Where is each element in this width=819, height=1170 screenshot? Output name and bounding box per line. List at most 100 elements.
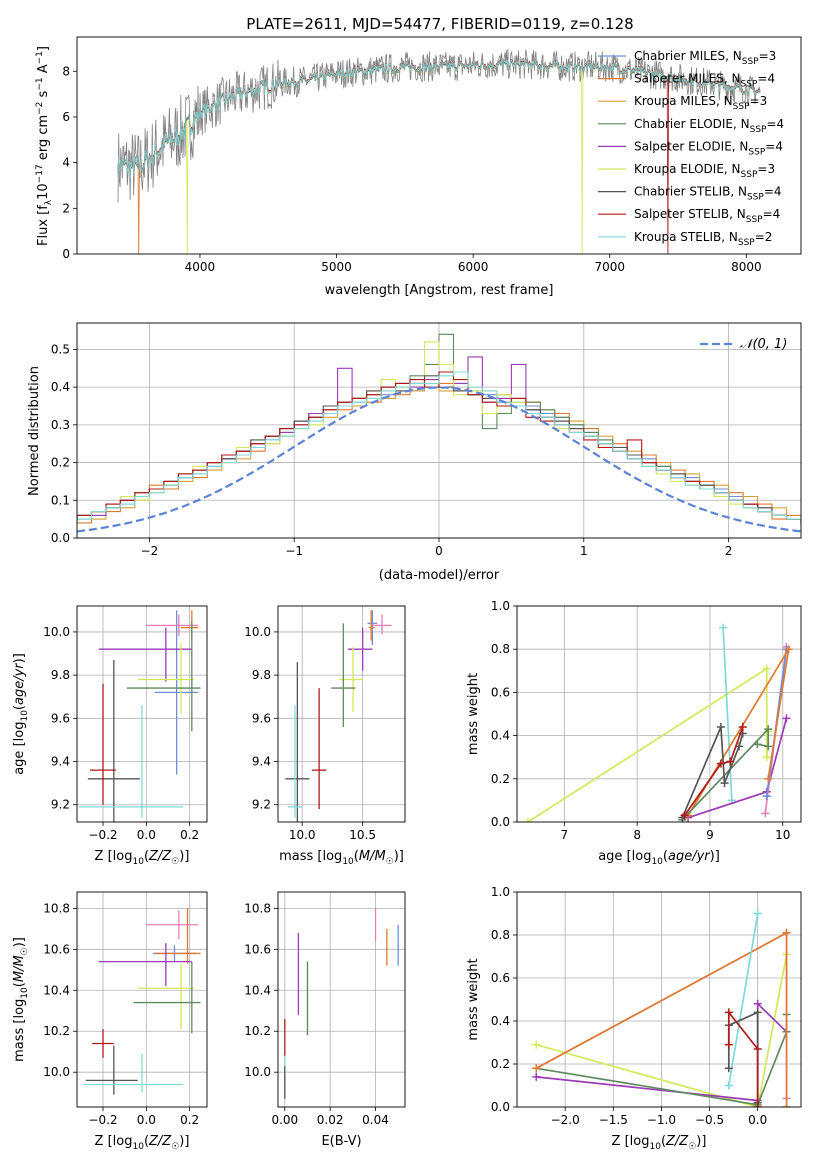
y-tick-label: 0.5 (51, 342, 70, 356)
y-tick-label: 0.8 (491, 642, 510, 656)
y-tick-label: 10.2 (244, 1024, 271, 1038)
y-tick-label: 2 (62, 201, 70, 215)
weight-marker (532, 1040, 541, 1049)
x-tick-label: 0 (435, 544, 443, 558)
plot-area (284, 908, 399, 1099)
y-tick-label: 10.0 (43, 625, 70, 639)
weight-marker (753, 740, 762, 749)
y-tick-label: 10.4 (244, 983, 271, 997)
weight-marker (753, 1044, 762, 1053)
weight-marker (764, 725, 773, 734)
y-tick-label: 0.4 (51, 380, 70, 394)
weight-marker (720, 779, 729, 788)
axes-frame (76, 322, 802, 539)
x-axis-label: E(B-V) (321, 1134, 361, 1149)
weight-marker (782, 928, 791, 937)
weight-marker (762, 753, 771, 762)
x-tick-label: 0.0 (748, 1113, 767, 1127)
plot-area (523, 623, 793, 822)
weight-marker (724, 1040, 733, 1049)
x-axis-label: mass [log10(M/M☉)] (279, 849, 404, 867)
plot-area (285, 610, 392, 822)
axes-frame (516, 891, 802, 1108)
x-tick-label: 9 (706, 828, 714, 842)
weight-marker (716, 759, 725, 768)
plot-area (83, 908, 201, 1095)
y-tick-label: 9.4 (252, 755, 271, 769)
weight-marker (719, 623, 728, 632)
x-tick-label: −1.5 (599, 1113, 628, 1127)
x-tick-label: 5000 (321, 260, 352, 274)
y-tick-label: 8 (62, 64, 70, 78)
y-tick-label: 9.6 (51, 711, 70, 725)
y-tick-label: 9.2 (252, 798, 271, 812)
weight-marker (753, 1008, 762, 1017)
panel-residual-histogram: −2 −1 0 1 2 0.0 0.1 0.2 0.3 0.4 0.5 𝒩(0, 1) (data-mo… (27, 322, 802, 583)
legend-label: Kroupa STELIB, NSSP=2 (634, 230, 772, 248)
y-tick-label: 9.6 (252, 711, 271, 725)
weight-line (536, 954, 788, 1107)
x-tick-label: 7000 (594, 260, 625, 274)
histogram-salpeter-miles (77, 382, 801, 528)
legend-label: Chabrier MILES, NSSP=3 (634, 49, 776, 67)
histogram-kroupa-stelib (77, 371, 801, 524)
x-axis-label: (data-model)/error (379, 568, 500, 583)
y-tick-label: 1.0 (491, 599, 510, 613)
panel-age-vs-Z: −0.2 0.0 0.2 9.2 9.4 9.6 9.8 10.0 Z [log10(Z/Z☉)… (12, 605, 208, 867)
weight-line (727, 913, 759, 1086)
histogram-salpeter-stelib (77, 371, 801, 524)
y-tick-label: 0.3 (51, 418, 70, 432)
weight-marker (724, 1064, 733, 1073)
y-tick-label: 9.2 (51, 798, 70, 812)
x-tick-label: 4000 (185, 260, 216, 274)
x-tick-label: 10.5 (349, 828, 376, 842)
x-tick-label: 1 (580, 544, 588, 558)
y-tick-label: 0.0 (491, 815, 510, 829)
histogram-kroupa-elodie (77, 341, 801, 524)
weight-marker (753, 999, 762, 1008)
x-tick-label: −0.2 (88, 1113, 117, 1127)
legend-label: Kroupa ELODIE, NSSP=3 (634, 162, 775, 180)
weight-marker (753, 909, 762, 918)
normal-curve (77, 386, 801, 533)
y-tick-label: 10.6 (43, 942, 70, 956)
y-tick-label: 0.0 (51, 531, 70, 545)
weight-line (683, 726, 744, 816)
x-tick-label: 0.0 (137, 1113, 156, 1127)
weight-marker (784, 645, 793, 654)
panel-age-vs-mass: 10.0 10.5 9.2 9.4 9.6 9.8 10.0 mass [log10(M/M☉… (244, 605, 406, 867)
plot-area (117, 49, 761, 254)
y-tick-label: 0.2 (51, 456, 70, 470)
y-axis-label: age [log10(age/yr)] (12, 653, 30, 775)
legend-label: 𝒩(0, 1) (740, 337, 787, 352)
y-tick-label: 9.4 (51, 755, 70, 769)
weight-line (722, 627, 733, 801)
weight-marker (738, 722, 747, 731)
x-tick-label: 0.2 (180, 1113, 199, 1127)
panel-mass-vs-Z: −0.2 0.0 0.2 10.0 10.2 10.4 10.6 10.8 Z [log10(Z… (12, 891, 208, 1152)
weight-marker (782, 714, 791, 723)
x-axis-label: age [log10(age/yr)] (598, 849, 720, 867)
axes-frame (277, 891, 406, 1108)
y-axis-label: Flux [fλ10−17 erg cm−2 s−1 A−1] (35, 46, 54, 246)
legend-label: Salpeter STELIB, NSSP=4 (634, 207, 780, 225)
x-tick-label: 0.02 (317, 1113, 344, 1127)
weight-line (687, 648, 790, 816)
weight-marker (726, 757, 735, 766)
y-axis-label: mass weight (466, 958, 481, 1040)
legend-label: Chabrier STELIB, NSSP=4 (634, 185, 782, 203)
y-tick-label: 0 (62, 247, 70, 261)
x-tick-label: 10.0 (289, 828, 316, 842)
plot-area (77, 333, 801, 533)
y-tick-label: 0.6 (491, 971, 510, 985)
panel-massweight-vs-Z: −2.0 −1.5 −1.0 −0.5 0.0 0.0 0.2 0.4 0.6 0.8 1.0 Z [… (466, 885, 802, 1152)
y-tick-label: 10.0 (244, 625, 271, 639)
x-tick-label: −2.0 (551, 1113, 580, 1127)
weight-marker (762, 792, 771, 801)
y-axis-label: Normed distribution (27, 366, 42, 496)
weight-marker (680, 811, 689, 820)
weight-line (681, 726, 770, 821)
weight-marker (764, 742, 773, 751)
x-tick-label: −2 (141, 544, 159, 558)
y-tick-label: 10.8 (43, 901, 70, 915)
